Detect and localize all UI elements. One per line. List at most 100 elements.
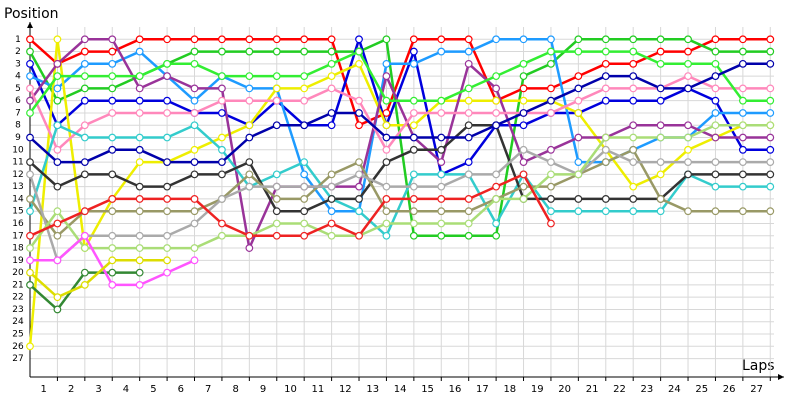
x-tick-label: 7: [205, 384, 211, 395]
lap-marker: [80, 158, 89, 166]
lap-marker: [272, 35, 281, 44]
lap-marker: [437, 182, 446, 191]
y-tick-label: 24: [12, 317, 24, 327]
lap-marker: [327, 121, 336, 130]
lap-marker: [26, 72, 34, 81]
lap-marker: [80, 35, 89, 44]
lap-marker: [409, 96, 418, 105]
lap-marker: [382, 231, 391, 240]
lap-marker: [409, 219, 418, 228]
lap-marker: [163, 231, 171, 240]
lap-marker: [382, 195, 391, 203]
lap-marker: [108, 109, 117, 117]
lap-marker: [601, 158, 610, 166]
lap-marker: [327, 207, 336, 216]
lap-marker: [574, 109, 583, 117]
lap-marker: [547, 59, 555, 68]
x-tick-label: 21: [586, 384, 599, 395]
lap-marker: [190, 145, 199, 154]
lap-marker: [327, 109, 336, 117]
y-tick-label: 27: [12, 354, 23, 364]
lap-marker: [218, 72, 226, 81]
lap-marker: [547, 35, 555, 44]
lap-marker: [80, 96, 89, 105]
lap-marker: [464, 96, 473, 105]
x-tick-label: 5: [150, 384, 156, 395]
lap-marker: [108, 195, 117, 203]
lap-marker: [766, 158, 775, 166]
x-tick-label: 4: [123, 384, 129, 395]
lap-marker: [80, 244, 89, 252]
lap-marker: [409, 121, 418, 130]
lap-marker: [272, 96, 281, 105]
x-tick-label: 25: [695, 384, 708, 395]
lap-marker: [135, 96, 144, 105]
lap-marker: [80, 280, 89, 289]
lap-marker: [108, 84, 117, 93]
series-line: [28, 49, 771, 114]
lap-marker: [437, 231, 446, 240]
lap-marker: [245, 121, 254, 130]
lap-marker: [601, 47, 610, 56]
lap-marker: [218, 133, 226, 142]
lap-marker: [492, 109, 501, 117]
lap-marker: [80, 170, 89, 179]
lap-marker: [684, 133, 692, 142]
x-tick-label: 11: [312, 384, 325, 395]
x-tick-label: 13: [366, 384, 379, 395]
lap-marker: [218, 145, 226, 154]
lap-marker: [492, 182, 501, 191]
lap-marker: [574, 158, 583, 166]
lap-marker: [711, 35, 720, 44]
lap-marker: [218, 158, 226, 166]
series-line: [28, 38, 771, 253]
x-axis-label: Laps: [742, 358, 775, 374]
lap-marker: [190, 244, 199, 252]
lap-marker: [519, 145, 528, 154]
lap-marker: [108, 231, 117, 240]
lap-marker: [574, 84, 583, 93]
lap-marker: [464, 35, 473, 44]
lap-marker: [108, 47, 117, 56]
lap-marker: [766, 182, 775, 191]
lap-marker: [135, 231, 144, 240]
lap-marker: [711, 47, 720, 56]
lap-marker: [327, 170, 336, 179]
y-tick-label: 21: [12, 280, 23, 290]
lap-marker: [272, 170, 281, 179]
lap-marker: [656, 158, 665, 166]
lap-marker: [26, 342, 34, 351]
lap-marker: [245, 72, 254, 81]
x-tick-label: 24: [668, 384, 681, 395]
y-tick-label: 13: [12, 182, 23, 192]
y-tick-label: 20: [12, 268, 24, 278]
lap-marker: [190, 47, 199, 56]
lap-marker: [656, 35, 665, 44]
lap-marker: [80, 133, 89, 142]
lap-marker: [135, 244, 144, 252]
lap-marker: [437, 133, 446, 142]
lap-marker: [300, 72, 309, 81]
lap-marker: [108, 59, 117, 68]
lap-marker: [135, 158, 144, 166]
lap-marker: [409, 207, 418, 216]
lap-marker: [245, 35, 254, 44]
lap-marker: [684, 145, 692, 154]
y-tick-label: 16: [12, 219, 24, 229]
lap-marker: [464, 207, 473, 216]
lap-marker: [574, 170, 583, 179]
lap-marker: [26, 47, 34, 56]
lap-marker: [53, 35, 62, 44]
lap-marker: [163, 244, 171, 252]
lap-marker: [163, 72, 171, 81]
lap-marker: [327, 219, 336, 228]
lap-marker: [656, 133, 665, 142]
lap-marker: [272, 195, 281, 203]
lap-marker: [355, 96, 363, 105]
lap-marker: [272, 47, 281, 56]
lap-marker: [327, 195, 336, 203]
lap-marker: [245, 84, 254, 93]
lap-marker: [190, 256, 199, 265]
lap-marker: [190, 170, 199, 179]
lap-marker: [190, 96, 199, 105]
